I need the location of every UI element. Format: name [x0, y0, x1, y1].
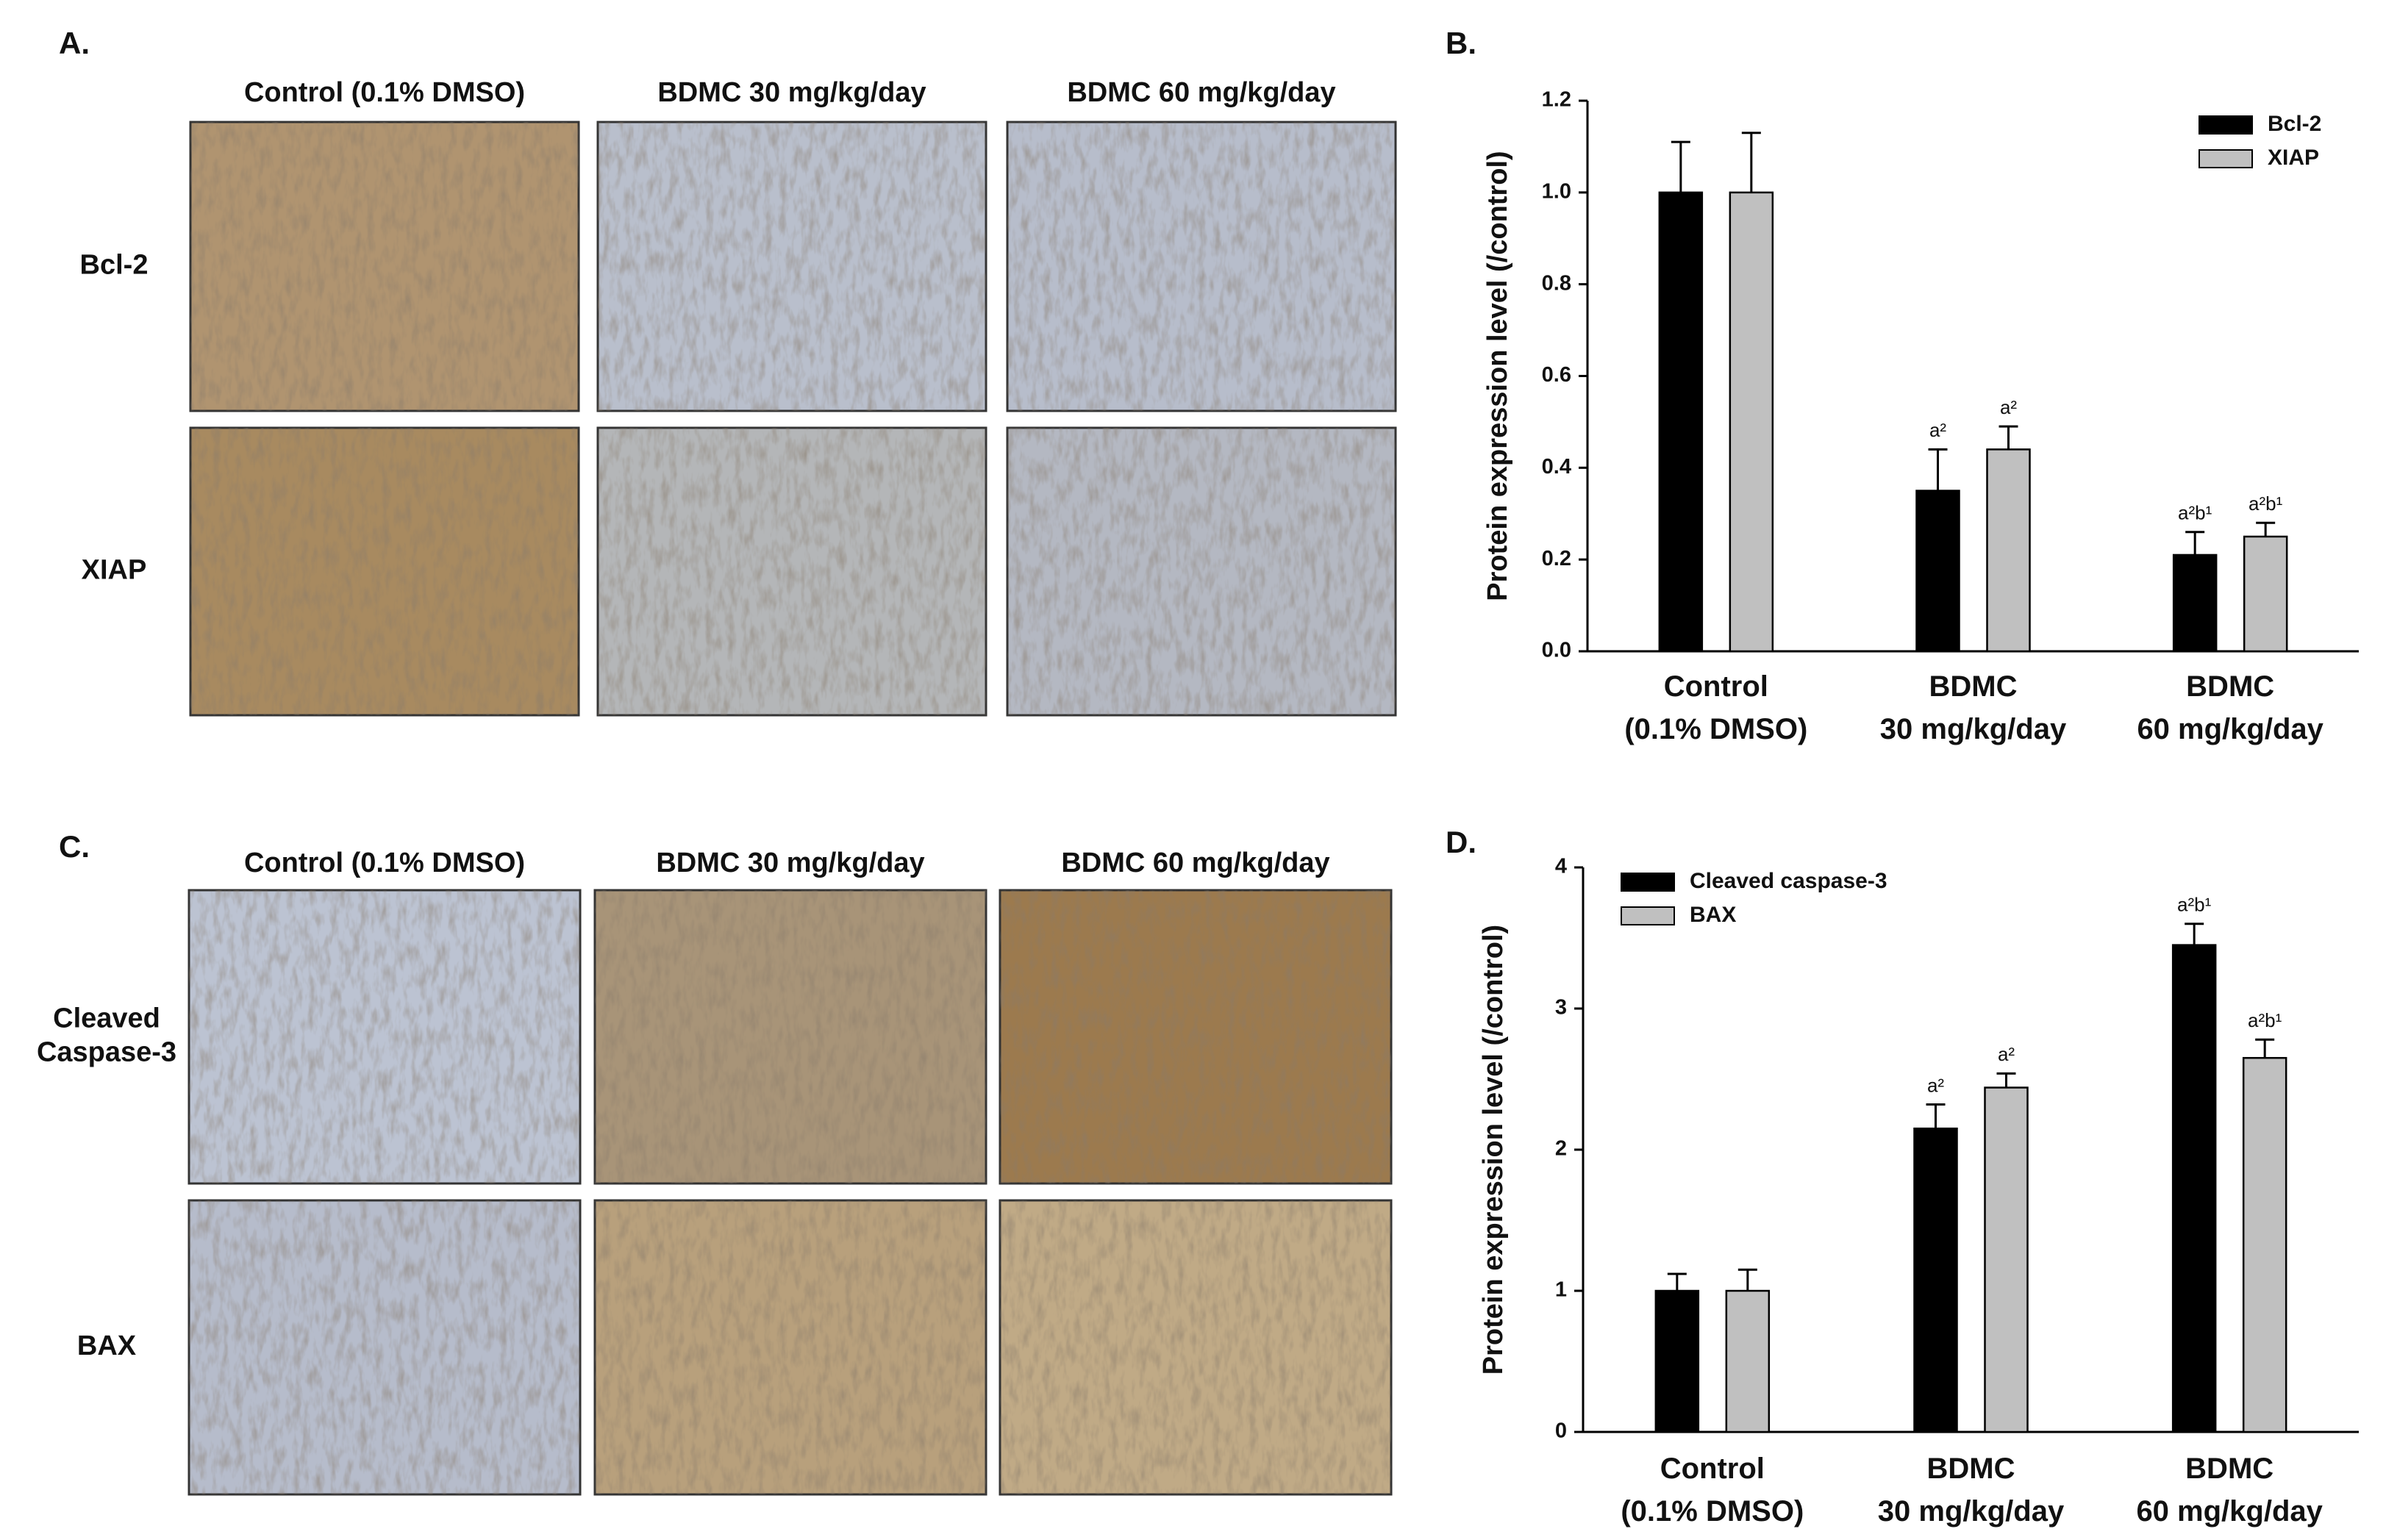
panel-label: B. [1446, 26, 1476, 60]
micrograph-texture [598, 122, 986, 411]
micrograph-texture [190, 122, 579, 411]
legend-label: XIAP [2268, 146, 2319, 170]
significance-label: a² [1927, 1074, 1944, 1096]
micrograph-texture [190, 428, 579, 715]
legend-swatch [1621, 873, 1675, 892]
y-tick-label: 1.2 [1542, 88, 1571, 112]
legend-label: Bcl-2 [2268, 112, 2321, 136]
significance-label: a²b¹ [2248, 1009, 2282, 1031]
bar [2243, 535, 2288, 653]
y-tick-label: 1.0 [1542, 179, 1571, 203]
y-tick-label: 2 [1555, 1137, 1567, 1161]
micrograph-texture [189, 890, 580, 1183]
bar [2172, 554, 2218, 653]
y-tick-label: 0.2 [1542, 547, 1571, 570]
x-tick-label: BDMC 30 mg/kg/day [1878, 1453, 2065, 1528]
bar [2242, 1056, 2287, 1433]
significance-label: a²b¹ [2177, 894, 2212, 916]
micrograph-texture [1007, 122, 1396, 411]
column-header: BDMC 60 mg/kg/day [1067, 77, 1335, 108]
x-tick-label: BDMC 30 mg/kg/day [1880, 670, 2067, 745]
y-axis-title: Protein expression level (/control) [1482, 151, 1513, 601]
bar [1654, 1289, 1700, 1433]
bar [1986, 448, 2031, 653]
y-tick-label: 0.0 [1542, 639, 1571, 662]
bar [1725, 1289, 1771, 1433]
significance-label: a²b¹ [2249, 493, 2283, 515]
x-tick-label: Control (0.1% DMSO) [1621, 1453, 1804, 1528]
row-label: Bcl-2 [80, 250, 149, 281]
row-label: XIAP [82, 555, 147, 586]
micrograph-texture [1000, 890, 1391, 1183]
x-tick-label: Control (0.1% DMSO) [1624, 670, 1807, 745]
row-label: Cleaved Caspase-3 [37, 1003, 176, 1068]
column-header: BDMC 60 mg/kg/day [1061, 848, 1329, 878]
bar [1729, 191, 1774, 653]
legend-swatch [2199, 115, 2253, 135]
bar [1913, 1127, 1958, 1433]
bar [1658, 191, 1704, 653]
significance-label: a² [2000, 396, 2017, 418]
micrograph-texture [598, 428, 986, 715]
micrograph-texture [595, 890, 986, 1183]
panel-label: A. [59, 26, 90, 60]
panel-label: C. [59, 829, 90, 864]
y-tick-label: 0 [1555, 1419, 1567, 1443]
legend-swatch [1621, 906, 1675, 925]
y-tick-label: 0.6 [1542, 363, 1571, 387]
column-header: BDMC 30 mg/kg/day [657, 77, 926, 108]
x-tick-label: BDMC 60 mg/kg/day [2137, 670, 2324, 745]
y-tick-label: 4 [1555, 855, 1567, 878]
significance-label: a² [1998, 1043, 2015, 1065]
row-label: BAX [77, 1331, 137, 1361]
x-tick-label: BDMC 60 mg/kg/day [2136, 1453, 2323, 1528]
column-header: BDMC 30 mg/kg/day [656, 848, 924, 878]
micrograph-texture [1000, 1200, 1391, 1494]
y-tick-label: 0.8 [1542, 271, 1571, 295]
micrograph-texture [1007, 428, 1396, 715]
micrograph-texture [189, 1200, 580, 1494]
panel-label: D. [1446, 825, 1476, 859]
y-tick-label: 1 [1555, 1278, 1567, 1302]
y-axis-title: Protein expression level (/control) [1478, 925, 1509, 1375]
legend-label: BAX [1690, 903, 1736, 927]
y-tick-label: 0.4 [1542, 455, 1571, 479]
legend-swatch [2199, 149, 2253, 168]
bar [1984, 1086, 2029, 1433]
column-header: Control (0.1% DMSO) [244, 848, 525, 878]
micrograph-texture [595, 1200, 986, 1494]
bar [2171, 944, 2217, 1433]
y-tick-label: 3 [1555, 996, 1567, 1020]
column-header: Control (0.1% DMSO) [244, 77, 525, 108]
significance-label: a²b¹ [2178, 502, 2212, 524]
significance-label: a² [1929, 419, 1946, 441]
legend-label: Cleaved caspase-3 [1690, 869, 1887, 893]
bar [1915, 490, 1960, 653]
